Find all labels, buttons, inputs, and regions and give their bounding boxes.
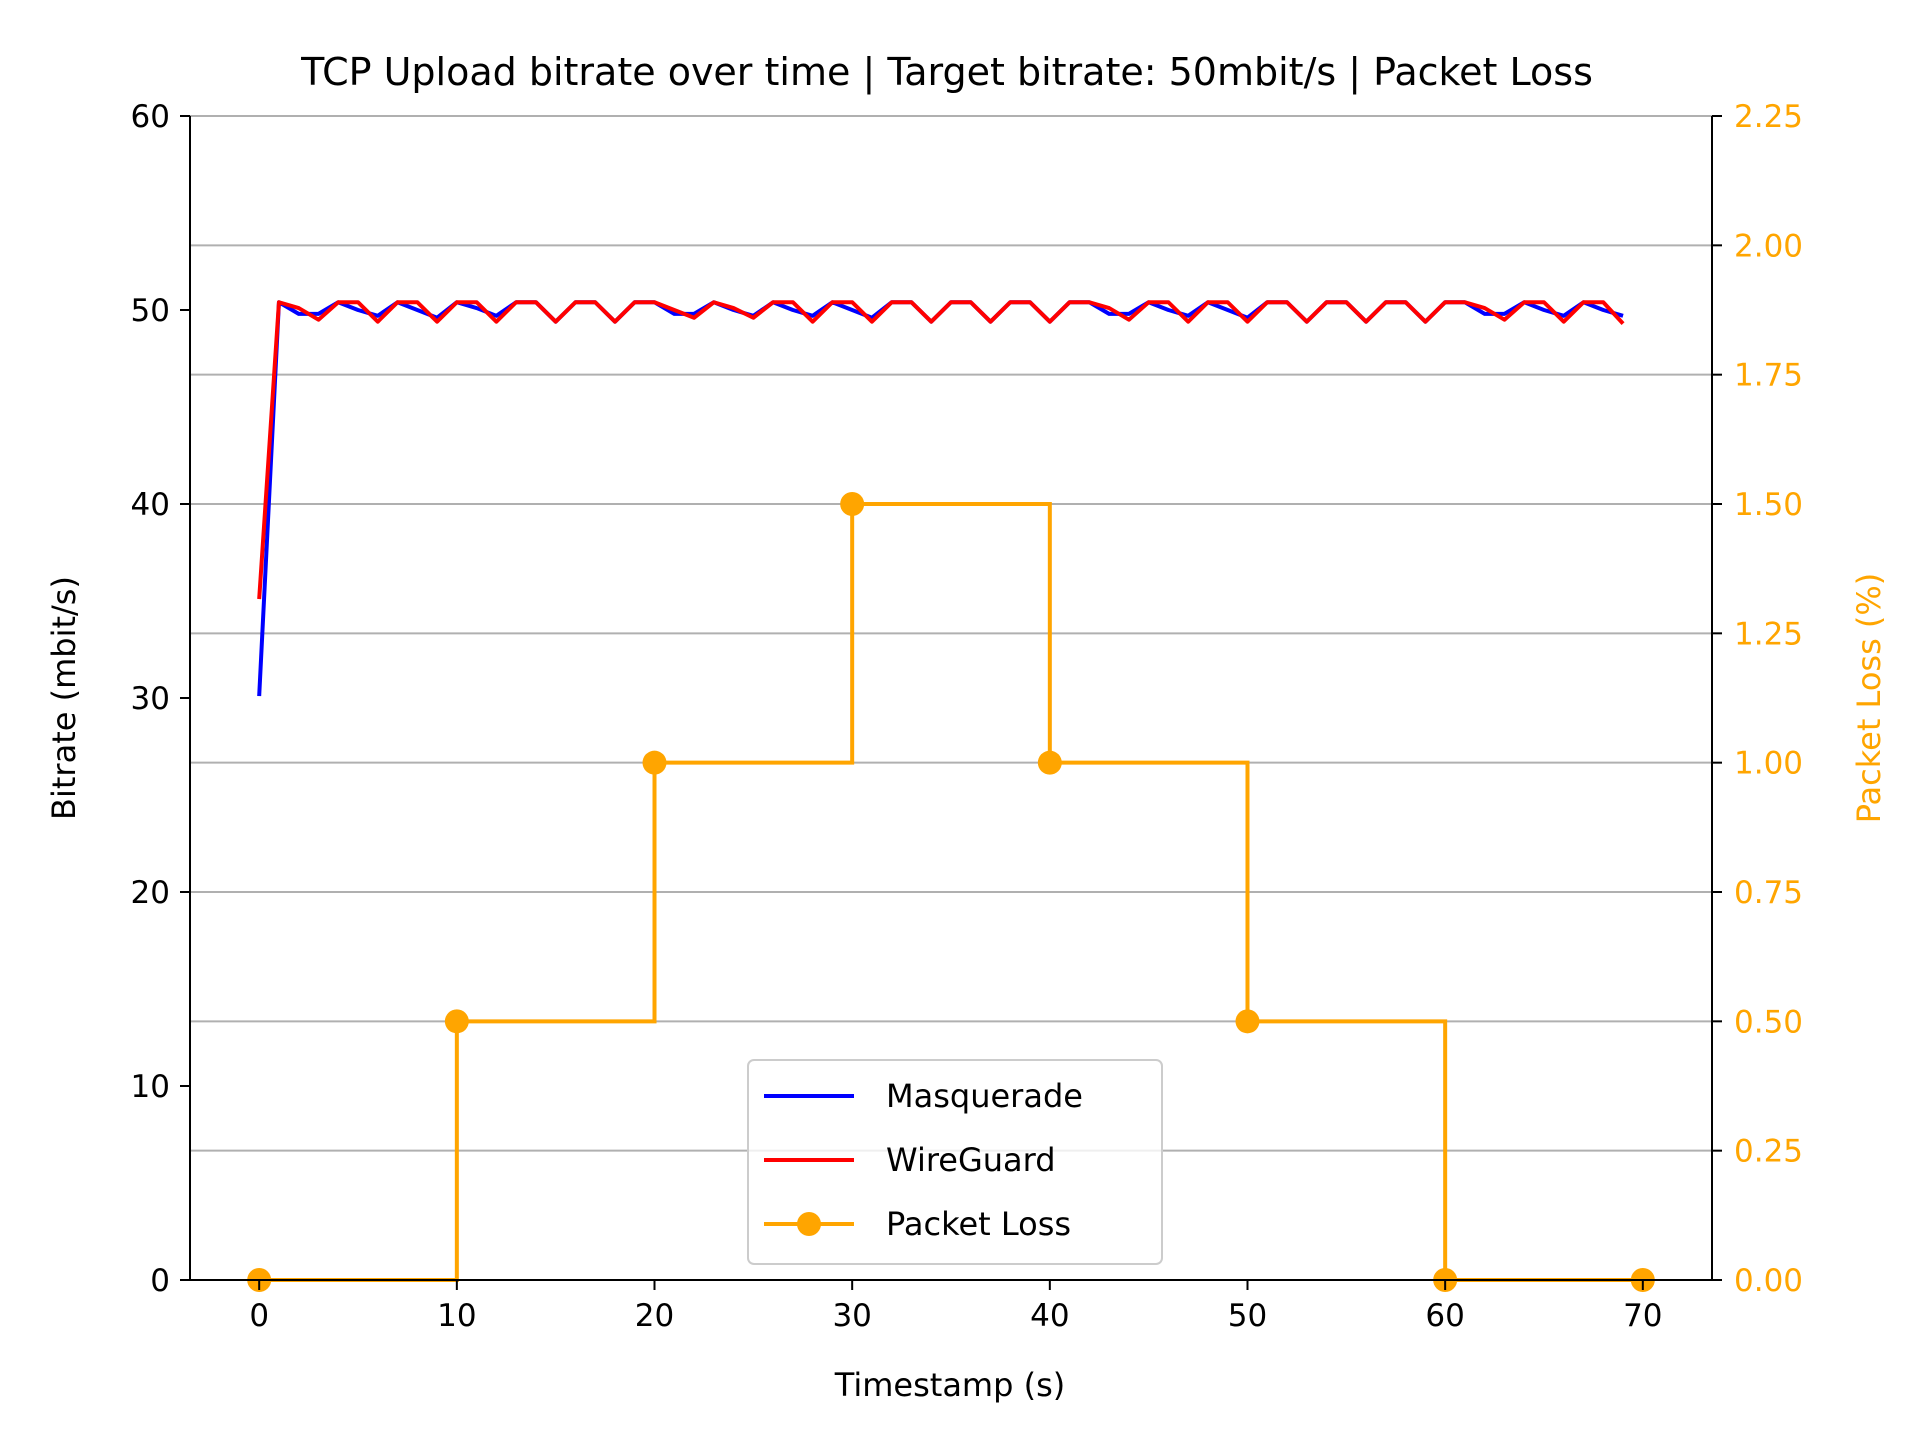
y2-tick-label-8: 2.00 (1734, 228, 1803, 264)
y-tick-label-5: 50 (131, 293, 170, 329)
packet-loss-point-3 (840, 492, 865, 516)
y-tick-label-1: 10 (131, 1069, 170, 1105)
packet-loss-point-5 (1235, 1009, 1260, 1034)
axes-layer: 0 10 20 30 40 50 60 70 0 10 20 30 40 50 60 0.00 0.25 0.50… (131, 99, 1803, 1334)
x-tick-label-6: 60 (1425, 1298, 1464, 1334)
y-tick-label-2: 20 (131, 875, 170, 911)
series-line-wireguard (257, 300, 1625, 600)
y2-axis-label: Packet Loss (%) (1850, 573, 1888, 824)
x-tick-label-3: 30 (832, 1298, 871, 1334)
y-tick-label-4: 40 (131, 487, 170, 523)
packet-loss-point-1 (444, 1009, 469, 1034)
packet-loss-point-2 (642, 750, 667, 775)
x-tick-label-7: 70 (1623, 1298, 1662, 1334)
y2-tick-label-7: 1.75 (1734, 358, 1803, 394)
legend-label-1: WireGuard (886, 1141, 1056, 1179)
y2-tick-label-3: 0.75 (1734, 875, 1803, 911)
y-tick-label-0: 0 (150, 1263, 170, 1299)
y2-tick-label-6: 1.50 (1734, 487, 1803, 523)
chart-title: TCP Upload bitrate over time | Target bi… (300, 50, 1593, 95)
x-tick-label-1: 10 (437, 1298, 476, 1334)
y-tick-label-6: 60 (131, 99, 170, 135)
legend-marker-2 (797, 1212, 821, 1236)
y-tick-label-3: 30 (131, 681, 170, 717)
y2-tick-label-4: 1.00 (1734, 746, 1803, 782)
legend-label-2: Packet Loss (886, 1205, 1071, 1243)
legend-label-0: Masquerade (886, 1077, 1083, 1115)
y2-tick-label-5: 1.25 (1734, 616, 1803, 652)
legend-box (747, 1059, 1163, 1265)
x-tick-label-5: 50 (1228, 1298, 1267, 1334)
legend: Masquerade WireGuard Packet Loss (747, 1059, 1163, 1265)
y-axis-label: Bitrate (mbit/s) (45, 576, 83, 820)
x-axis-label: Timestamp (s) (834, 1366, 1065, 1404)
y2-tick-label-2: 0.50 (1734, 1004, 1803, 1040)
x-tick-label-4: 40 (1030, 1298, 1069, 1334)
packet-loss-point-4 (1037, 750, 1062, 775)
x-tick-label-2: 20 (635, 1298, 674, 1334)
series-layer (247, 300, 1655, 1292)
y2-tick-label-0: 0.00 (1734, 1263, 1803, 1299)
y2-tick-label-9: 2.25 (1734, 99, 1803, 135)
series-line-packet-loss (259, 502, 1643, 1282)
x-tick-label-0: 0 (249, 1298, 269, 1334)
y2-tick-label-1: 0.25 (1734, 1134, 1803, 1170)
